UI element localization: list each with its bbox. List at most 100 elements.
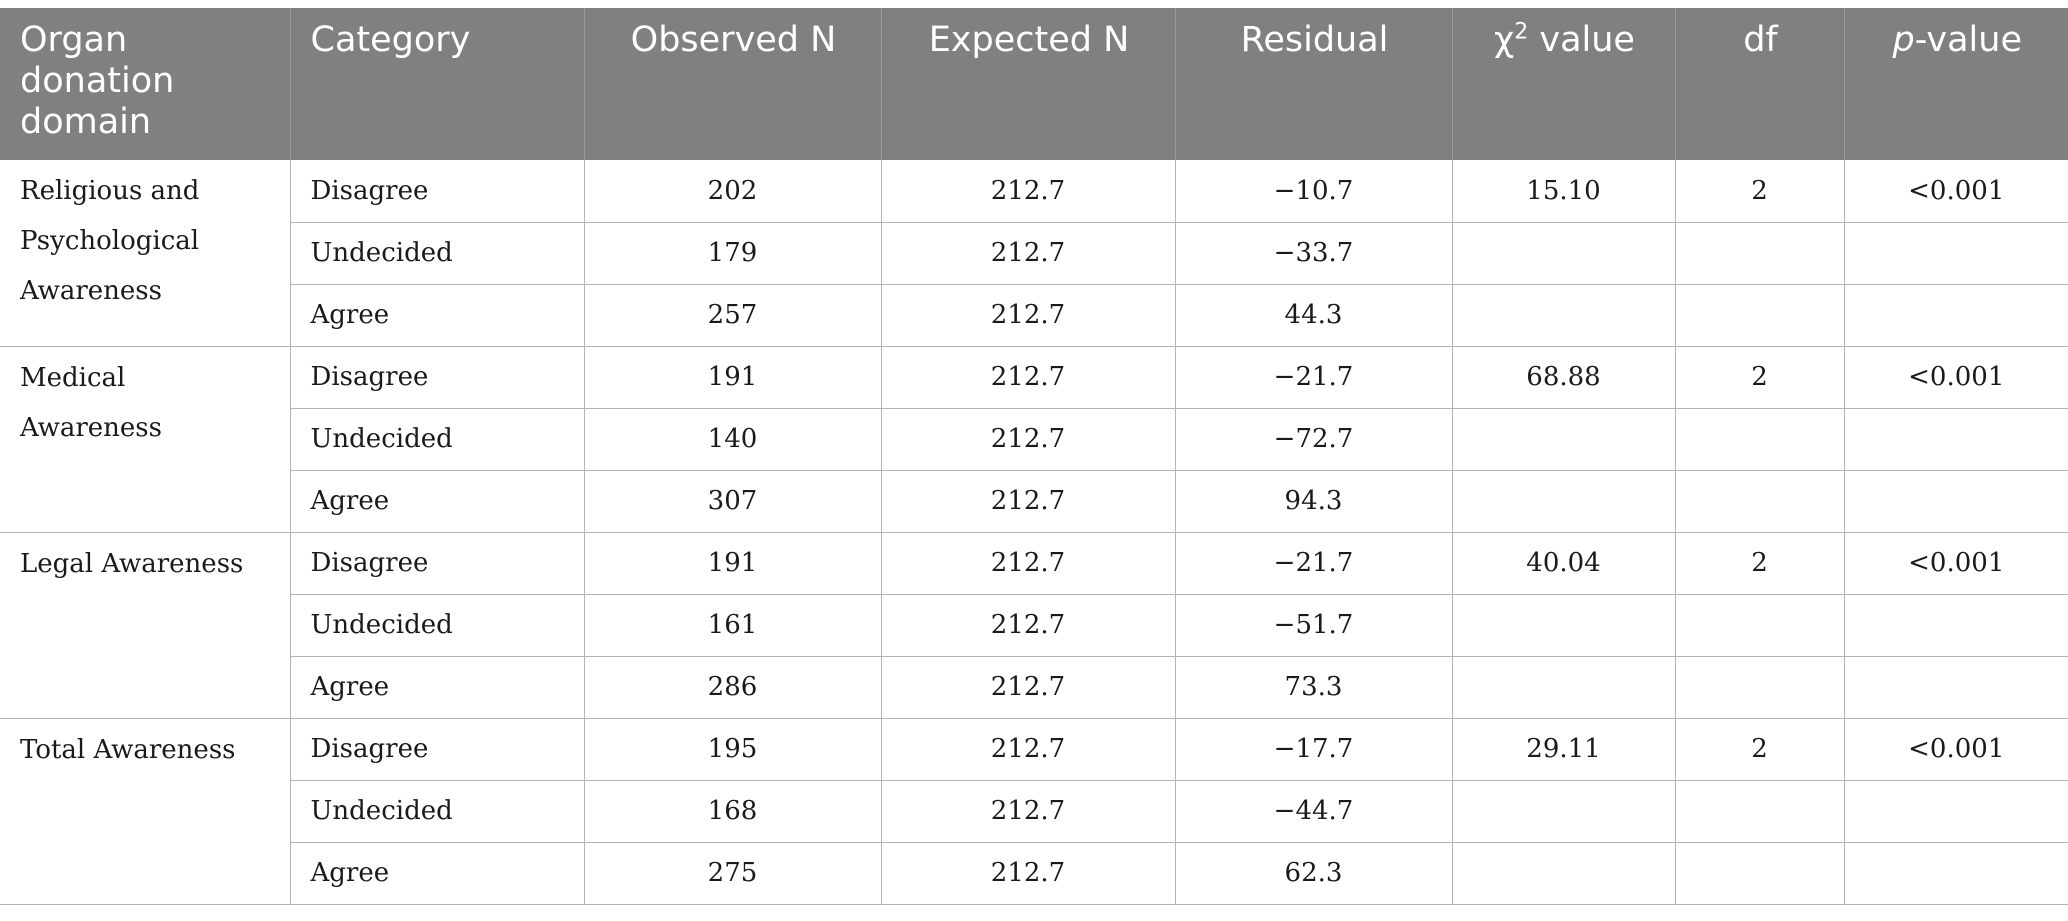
observed-cell: 286 [584,656,882,719]
p-value-cell-empty [1844,222,2068,285]
expected-cell: 212.7 [881,222,1176,285]
domain-label: Legal Awareness [20,548,244,579]
chi-square-cell-empty [1452,470,1676,533]
chi-square-cell: 68.88 [1452,346,1676,409]
category-cell: Agree [290,470,585,533]
residual-cell: −33.7 [1175,222,1453,285]
domain-cell: Medical Awareness [0,346,291,533]
table-row: Undecided 161 212.7 −51.7 [0,594,2068,657]
table-row: Religious and Psychological Awareness Dis… [0,160,2068,347]
observed-cell: 168 [584,780,882,843]
table-body: Religious and Psychological Awareness Dis… [0,160,2068,905]
p-value-cell-empty [1844,656,2068,719]
p-value-cell-empty [1844,594,2068,657]
header-expected: Expected N [881,8,1176,160]
expected-cell: 212.7 [881,160,1176,223]
chi-square-cell-empty [1452,842,1676,905]
df-cell: 2 [1675,346,1845,409]
chi-square-cell: 29.11 [1452,718,1676,781]
chi-square-cell-empty [1452,284,1676,347]
df-cell: 2 [1675,160,1845,223]
observed-cell: 202 [584,160,882,223]
residual-cell: 44.3 [1175,284,1453,347]
domain-cell: Legal Awareness [0,532,291,719]
expected-cell: 212.7 [881,470,1176,533]
expected-cell: 212.7 [881,656,1176,719]
df-cell-empty [1675,408,1845,471]
p-value-cell: <0.001 [1844,160,2068,223]
residual-cell: −21.7 [1175,346,1453,409]
df-cell: 2 [1675,718,1845,781]
category-cell: Undecided [290,408,585,471]
residual-cell: −51.7 [1175,594,1453,657]
category-cell: Agree [290,842,585,905]
header-df: df [1675,8,1845,160]
table-row: Undecided 168 212.7 −44.7 [0,780,2068,843]
table-row: Agree 286 212.7 73.3 [0,656,2068,719]
residual-cell: 73.3 [1175,656,1453,719]
expected-cell: 212.7 [881,842,1176,905]
table-row: Undecided 140 212.7 −72.7 [0,408,2068,471]
expected-cell: 212.7 [881,408,1176,471]
chi-square-cell: 40.04 [1452,532,1676,595]
domain-cell: Total Awareness [0,718,291,905]
table-row: Medical Awareness Disagree 191 212.7 −21.7 68… [0,346,2068,533]
chi-square-cell-empty [1452,222,1676,285]
category-cell: Disagree [290,532,585,595]
observed-cell: 191 [584,532,882,595]
category-cell: Disagree [290,346,585,409]
header-category: Category [290,8,585,160]
p-value-cell-empty [1844,842,2068,905]
expected-cell: 212.7 [881,532,1176,595]
chi-label: value [1528,20,1635,60]
category-cell: Undecided [290,780,585,843]
chi-square-results-table: Organ donation domain Category Observed … [0,8,2068,905]
table-row: Agree 257 212.7 44.3 [0,284,2068,347]
residual-cell: −17.7 [1175,718,1453,781]
table-row: Undecided 179 212.7 −33.7 [0,222,2068,285]
expected-cell: 212.7 [881,346,1176,409]
df-cell: 2 [1675,532,1845,595]
p-value-cell-empty [1844,470,2068,533]
observed-cell: 307 [584,470,882,533]
residual-cell: −72.7 [1175,408,1453,471]
category-cell: Undecided [290,594,585,657]
p-value-cell: <0.001 [1844,346,2068,409]
chi-square-cell-empty [1452,656,1676,719]
header-p-value: p-value [1844,8,2068,160]
table-row: Agree 275 212.7 62.3 [0,842,2068,905]
p-value-cell: <0.001 [1844,532,2068,595]
df-cell-empty [1675,470,1845,533]
observed-cell: 257 [584,284,882,347]
header-chi-square: χ2 value [1452,8,1676,160]
residual-cell: −21.7 [1175,532,1453,595]
df-cell-empty [1675,656,1845,719]
domain-label: Total Awareness [20,734,236,765]
observed-cell: 140 [584,408,882,471]
expected-cell: 212.7 [881,718,1176,781]
p-label: -value [1914,20,2022,60]
df-cell-empty [1675,780,1845,843]
category-cell: Disagree [290,718,585,781]
header-observed: Observed N [584,8,882,160]
table-row: Agree 307 212.7 94.3 [0,470,2068,533]
chi-square-cell-empty [1452,780,1676,843]
chi-square-cell-empty [1452,594,1676,657]
expected-cell: 212.7 [881,780,1176,843]
header-row: Organ donation domain Category Observed … [0,8,2068,160]
df-cell-empty [1675,284,1845,347]
observed-cell: 161 [584,594,882,657]
category-cell: Agree [290,656,585,719]
expected-cell: 212.7 [881,284,1176,347]
chi-superscript: 2 [1514,19,1529,45]
df-cell-empty [1675,222,1845,285]
p-value-cell-empty [1844,408,2068,471]
domain-cell: Religious and Psychological Awareness [0,160,291,347]
chi-symbol: χ [1494,20,1515,60]
chi-square-cell: 15.10 [1452,160,1676,223]
residual-cell: −44.7 [1175,780,1453,843]
residual-cell: 94.3 [1175,470,1453,533]
p-value-cell-empty [1844,284,2068,347]
table-row: Legal Awareness Disagree 191 212.7 −21.7 40.0… [0,532,2068,719]
df-cell-empty [1675,842,1845,905]
